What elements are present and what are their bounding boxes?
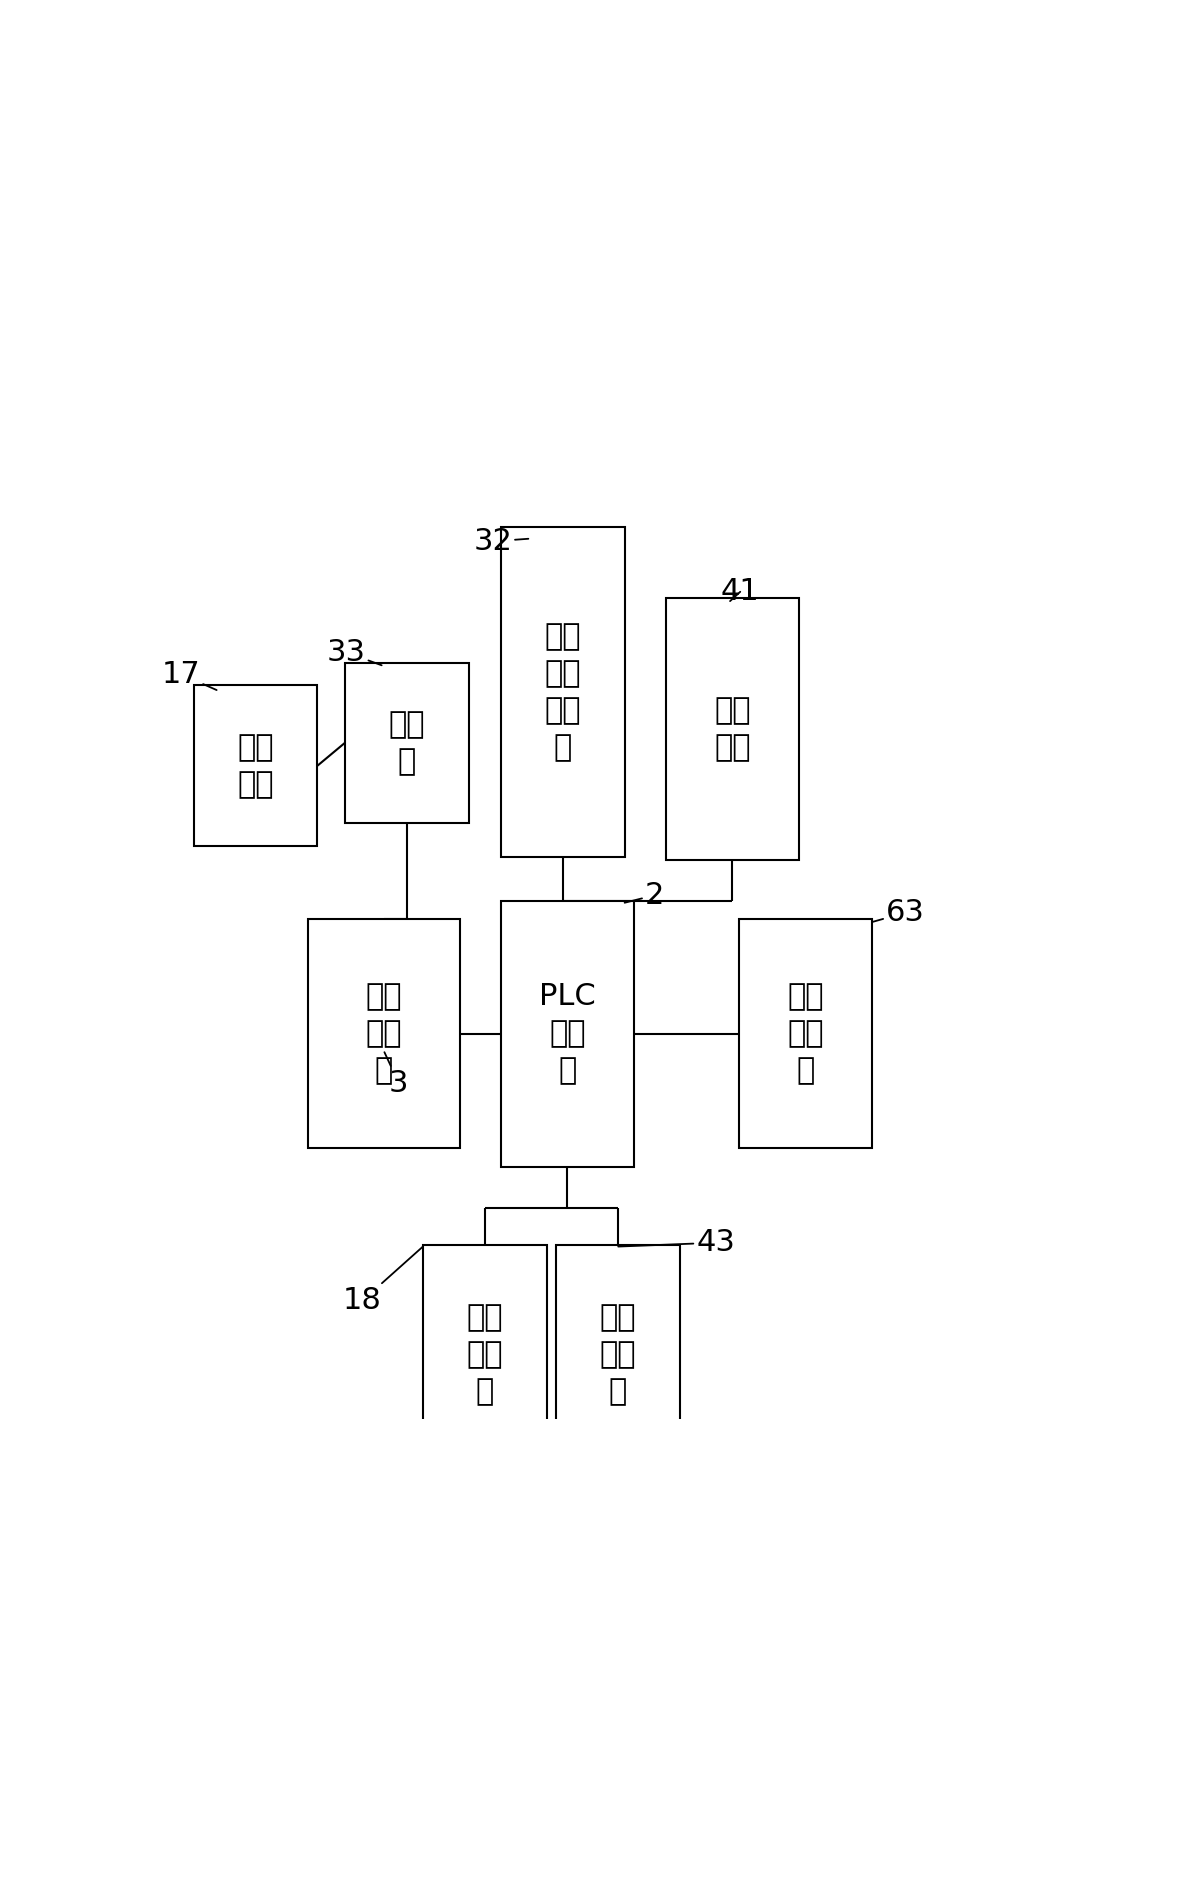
Text: 光栊
接收
器: 光栊 接收 器 <box>466 1303 503 1406</box>
Text: 光栊
发射
器: 光栊 发射 器 <box>600 1303 636 1406</box>
Text: 示波
器: 示波 器 <box>389 709 425 776</box>
Bar <box>309 919 459 1149</box>
Bar <box>666 599 799 860</box>
Bar <box>500 527 625 858</box>
Text: 视觉
检测
摄像
头: 视觉 检测 摄像 头 <box>544 622 581 763</box>
Text: 报警
装置: 报警 装置 <box>715 696 750 763</box>
Text: 41: 41 <box>720 578 759 607</box>
Bar <box>556 1244 680 1465</box>
Bar <box>345 662 468 824</box>
Text: 32: 32 <box>473 527 529 555</box>
Text: 3: 3 <box>384 1052 408 1097</box>
Text: 检测
探针: 检测 探针 <box>238 732 273 799</box>
Text: 伺服
驱动
器: 伺服 驱动 器 <box>788 981 823 1086</box>
Text: 2: 2 <box>625 881 664 909</box>
Bar <box>194 685 317 846</box>
Bar <box>500 902 634 1166</box>
Text: 43: 43 <box>619 1229 735 1257</box>
Text: 63: 63 <box>872 898 925 926</box>
Text: 18: 18 <box>343 1246 424 1314</box>
Text: PLC
控制
器: PLC 控制 器 <box>539 981 596 1086</box>
Bar <box>739 919 872 1149</box>
Bar <box>424 1244 547 1465</box>
Text: 17: 17 <box>162 660 216 690</box>
Text: 33: 33 <box>327 637 382 668</box>
Text: 上位
机系
统: 上位 机系 统 <box>366 981 402 1086</box>
